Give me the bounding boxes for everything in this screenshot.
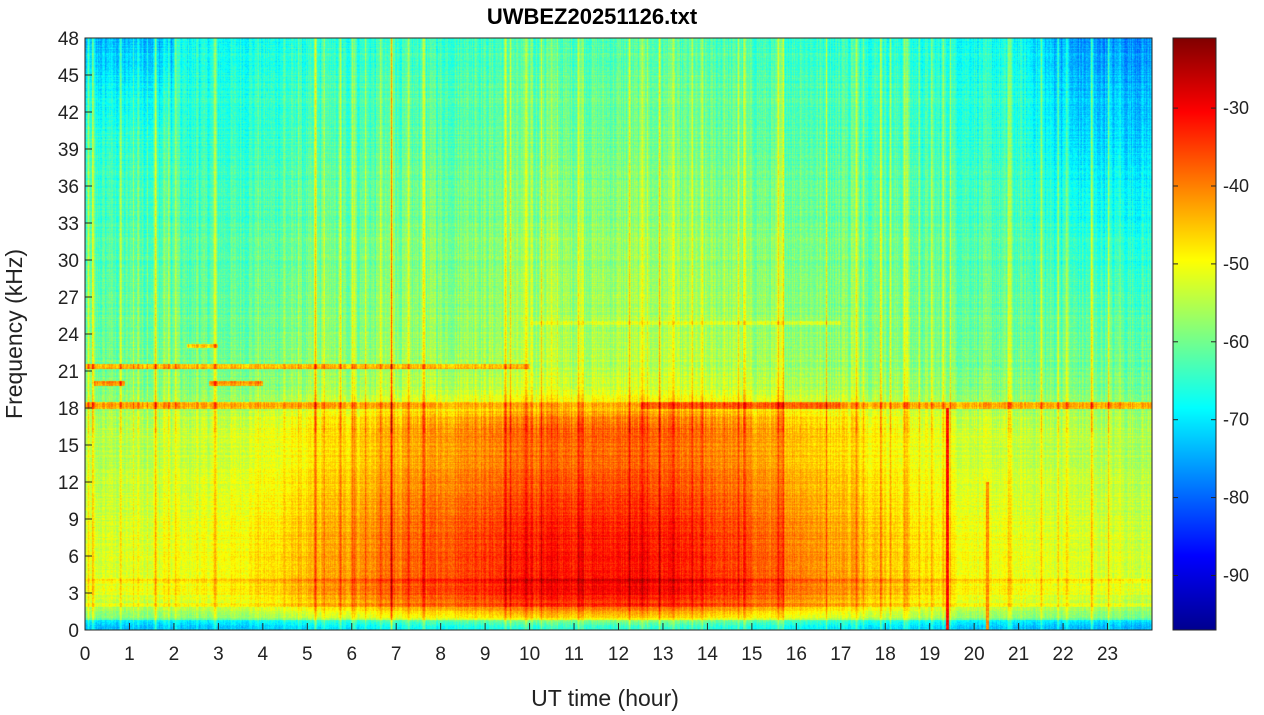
y-tick-label: 36 (58, 177, 79, 198)
y-tick-label: 18 (58, 399, 79, 420)
x-tick-label: 16 (786, 644, 807, 665)
x-tick-label: 4 (258, 644, 269, 665)
y-tick-label: 15 (58, 436, 79, 457)
x-tick-label: 19 (919, 644, 940, 665)
colorbar-ticks: -90 -80 -70 -60 -50 -40 -30 (1173, 98, 1249, 585)
y-axis-label: Frequency (kHz) (1, 249, 27, 419)
y-tick-label: 39 (58, 140, 79, 161)
x-tick-label: 21 (1008, 644, 1029, 665)
x-tick-label: 10 (519, 644, 540, 665)
x-axis-label: UT time (hour) (531, 685, 679, 711)
y-tick-label: 30 (58, 251, 79, 272)
spectrogram-plot-area (85, 38, 1152, 630)
x-tick-label: 18 (875, 644, 896, 665)
y-tick-label: 21 (58, 362, 79, 383)
colorbar-tick-label: -40 (1223, 176, 1249, 196)
x-tick-label: 1 (124, 644, 135, 665)
y-tick-label: 42 (58, 103, 79, 124)
colorbar-tick-label: -50 (1223, 254, 1249, 274)
y-tick-label: 45 (58, 66, 79, 87)
y-tick-label: 33 (58, 214, 79, 235)
x-tick-label: 0 (80, 644, 91, 665)
x-tick-label: 9 (480, 644, 491, 665)
chart-title: UWBEZ20251126.txt (487, 4, 698, 29)
y-tick-label: 0 (68, 621, 79, 642)
y-tick-label: 27 (58, 288, 79, 309)
x-tick-label: 2 (169, 644, 180, 665)
colorbar-tick-label: -80 (1223, 488, 1249, 508)
y-tick-label: 9 (68, 510, 79, 531)
colorbar-tick-label: -30 (1223, 98, 1249, 118)
y-tick-label: 24 (58, 325, 80, 346)
y-tick-label: 6 (68, 547, 79, 568)
x-tick-label: 7 (391, 644, 402, 665)
colorbar-tick-label: -70 (1223, 410, 1249, 430)
x-tick-label: 22 (1053, 644, 1074, 665)
y-tick-label: 12 (58, 473, 79, 494)
x-tick-label: 20 (964, 644, 985, 665)
x-tick-label: 23 (1097, 644, 1118, 665)
x-tick-label: 17 (830, 644, 851, 665)
x-tick-label: 15 (741, 644, 762, 665)
x-tick-label: 5 (302, 644, 313, 665)
x-tick-label: 6 (346, 644, 357, 665)
x-tick-label: 12 (608, 644, 629, 665)
x-tick-label: 14 (697, 644, 719, 665)
y-tick-label: 3 (68, 584, 79, 605)
x-tick-label: 3 (213, 644, 224, 665)
colorbar-tick-label: -60 (1223, 332, 1249, 352)
colorbar-tick-label: -90 (1223, 565, 1249, 585)
y-tick-label: 48 (58, 29, 79, 50)
x-axis-ticks: 0 1 2 3 4 5 6 7 8 9 10 11 12 13 14 15 16 17 18 19 20 21 22 23 (80, 623, 1118, 665)
colorbar (1172, 37, 1217, 631)
x-tick-label: 8 (435, 644, 446, 665)
x-tick-label: 13 (652, 644, 673, 665)
x-tick-label: 11 (564, 644, 584, 665)
